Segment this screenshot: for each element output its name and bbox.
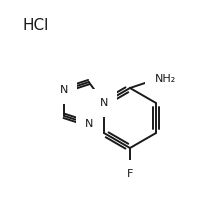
Text: F: F — [127, 169, 133, 179]
Text: N: N — [60, 85, 68, 95]
Text: N: N — [85, 119, 93, 129]
Text: N: N — [100, 98, 108, 108]
Text: HCl: HCl — [22, 18, 48, 33]
Text: NH₂: NH₂ — [154, 74, 176, 84]
